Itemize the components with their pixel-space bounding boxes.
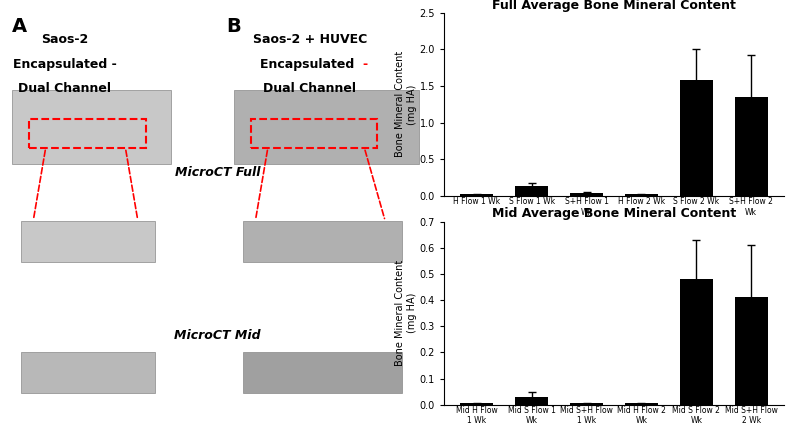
Bar xyxy=(515,397,548,405)
Text: MicroCT Full: MicroCT Full xyxy=(175,166,260,178)
Bar xyxy=(29,119,146,147)
Title: Full Average Bone Mineral Content: Full Average Bone Mineral Content xyxy=(492,0,736,12)
Text: B: B xyxy=(226,17,241,36)
Bar xyxy=(570,193,603,196)
Title: Mid Average Bone Mineral Content: Mid Average Bone Mineral Content xyxy=(492,207,736,220)
Bar xyxy=(461,403,494,405)
Bar xyxy=(625,403,658,405)
Text: Dual Channel: Dual Channel xyxy=(263,82,356,95)
Text: Encapsulated -: Encapsulated - xyxy=(13,58,117,71)
FancyBboxPatch shape xyxy=(242,221,402,262)
Text: Saos-2: Saos-2 xyxy=(41,33,88,46)
Bar xyxy=(680,279,713,405)
Text: -: - xyxy=(362,58,367,71)
FancyBboxPatch shape xyxy=(242,352,402,393)
Text: MicroCT Mid: MicroCT Mid xyxy=(174,329,261,342)
FancyBboxPatch shape xyxy=(12,90,171,164)
Text: A: A xyxy=(12,17,27,36)
FancyBboxPatch shape xyxy=(21,352,154,393)
Bar xyxy=(515,187,548,196)
Bar xyxy=(734,297,767,405)
Y-axis label: Bone Mineral Content
(mg HA): Bone Mineral Content (mg HA) xyxy=(395,260,417,366)
Bar xyxy=(570,403,603,405)
FancyBboxPatch shape xyxy=(21,221,154,262)
Text: Saos-2 + HUVEC: Saos-2 + HUVEC xyxy=(253,33,367,46)
Bar xyxy=(625,195,658,196)
Y-axis label: Bone Mineral Content
(mg HA): Bone Mineral Content (mg HA) xyxy=(395,51,417,158)
Bar xyxy=(734,97,767,196)
FancyBboxPatch shape xyxy=(234,90,418,164)
Text: Dual Channel: Dual Channel xyxy=(18,82,111,95)
Text: Encapsulated: Encapsulated xyxy=(259,58,358,71)
Bar xyxy=(461,195,494,196)
Bar xyxy=(251,119,377,147)
Bar xyxy=(680,80,713,196)
